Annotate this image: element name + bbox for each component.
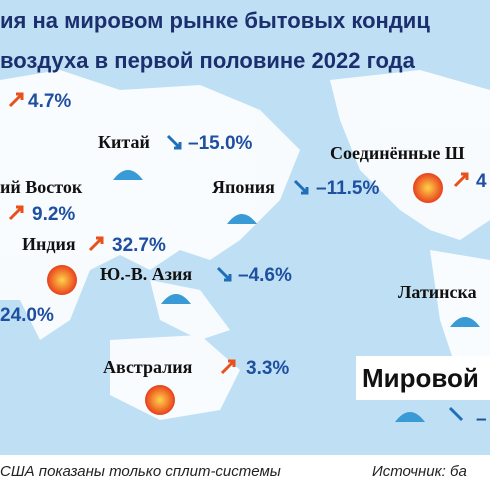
title: ия на мировом рынке бытовых кондиц <box>0 8 430 33</box>
region-change: –4.6% <box>238 265 292 286</box>
source: Источник: ба <box>372 463 467 480</box>
umbrellas <box>113 170 480 422</box>
region-change: – <box>476 409 487 430</box>
region-name: Мировой <box>362 363 479 393</box>
region-change: 32.7% <box>112 235 166 256</box>
region-name: Латинска <box>398 282 477 302</box>
continents <box>0 70 490 420</box>
region-name: Япония <box>212 177 275 197</box>
region-change: 4 <box>476 171 487 192</box>
region-change: –15.0% <box>188 133 253 154</box>
region-change: 3.3% <box>246 358 289 379</box>
region-change: 24.0% <box>0 305 54 326</box>
region-name: Австралия <box>103 357 193 377</box>
footnote: США показаны только сплит-системы <box>0 463 281 480</box>
down-arrows <box>166 134 464 422</box>
region-name: Ю.-В. Азия <box>100 264 192 284</box>
region-name: ий Восток <box>0 177 83 197</box>
region-name: Китай <box>98 132 150 152</box>
suns <box>47 173 443 415</box>
region-change: 9.2% <box>32 204 75 225</box>
region-name: Индия <box>22 234 76 254</box>
up-arrows <box>8 92 469 375</box>
world-box <box>356 356 490 400</box>
region-change: –11.5% <box>316 178 379 199</box>
title: воздуха в первой половине 2022 года <box>0 48 416 73</box>
region-change: 4.7% <box>28 91 71 112</box>
region-name: Соединённые Ш <box>330 143 465 163</box>
